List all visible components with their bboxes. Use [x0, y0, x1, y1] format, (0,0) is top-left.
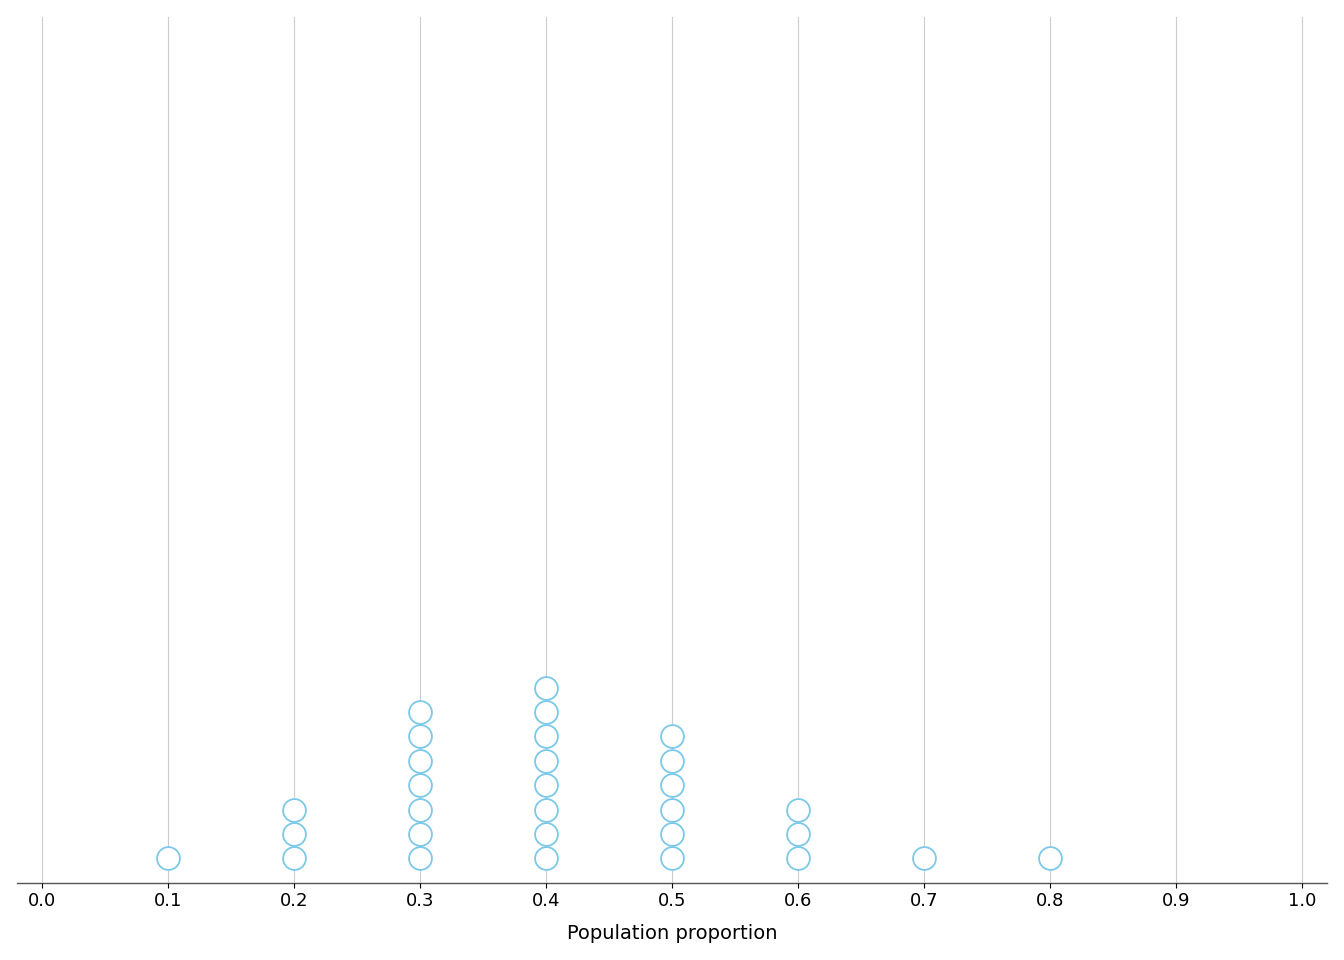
Point: [535, 729, 556, 744]
Point: [535, 705, 556, 720]
Point: [409, 802, 430, 817]
Point: [661, 753, 683, 768]
Point: [535, 753, 556, 768]
Point: [409, 729, 430, 744]
Point: [409, 705, 430, 720]
Point: [1039, 851, 1060, 866]
Point: [535, 680, 556, 695]
Point: [914, 851, 935, 866]
X-axis label: Population proportion: Population proportion: [567, 924, 777, 944]
Point: [661, 802, 683, 817]
Point: [535, 778, 556, 793]
Point: [284, 851, 305, 866]
Point: [788, 851, 809, 866]
Point: [535, 802, 556, 817]
Point: [157, 851, 179, 866]
Point: [788, 802, 809, 817]
Point: [788, 827, 809, 842]
Point: [409, 778, 430, 793]
Point: [409, 827, 430, 842]
Point: [284, 827, 305, 842]
Point: [661, 729, 683, 744]
Point: [535, 851, 556, 866]
Point: [284, 802, 305, 817]
Point: [409, 753, 430, 768]
Point: [409, 851, 430, 866]
Point: [661, 851, 683, 866]
Point: [661, 827, 683, 842]
Point: [661, 778, 683, 793]
Point: [535, 827, 556, 842]
